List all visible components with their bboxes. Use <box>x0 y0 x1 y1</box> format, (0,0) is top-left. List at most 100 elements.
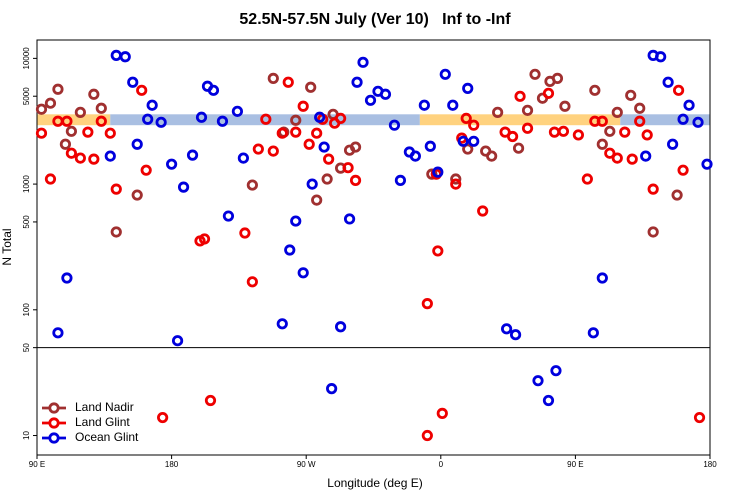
point <box>252 143 264 155</box>
point <box>596 138 608 150</box>
legend-label: Land Nadir <box>75 400 134 414</box>
point <box>140 164 152 176</box>
point <box>672 84 685 96</box>
point <box>177 181 190 193</box>
point <box>388 119 401 131</box>
point <box>290 114 302 126</box>
point <box>671 189 683 201</box>
point <box>421 298 433 310</box>
x-tick-label: 180 <box>703 460 717 469</box>
point <box>318 141 330 153</box>
point <box>267 72 279 84</box>
legend-label: Land Glint <box>75 415 130 429</box>
point <box>436 407 448 419</box>
point <box>701 158 713 170</box>
point <box>216 115 229 127</box>
point <box>207 84 220 96</box>
y-tick-label: 50 <box>22 343 31 352</box>
point <box>61 115 73 127</box>
point <box>35 103 48 115</box>
point <box>604 125 616 137</box>
point <box>432 245 444 257</box>
point <box>198 233 211 245</box>
point <box>110 49 122 61</box>
point <box>110 183 122 195</box>
point <box>284 244 296 256</box>
point <box>529 68 541 80</box>
point <box>334 112 347 125</box>
point <box>692 116 704 128</box>
point <box>542 394 555 407</box>
point <box>662 76 674 88</box>
point <box>303 138 315 150</box>
band-segment <box>37 114 111 126</box>
point <box>61 272 73 284</box>
y-tick-label: 5000 <box>22 87 31 105</box>
point <box>677 113 689 125</box>
point <box>647 226 659 238</box>
point <box>450 178 462 190</box>
point <box>297 267 309 279</box>
y-tick-label: 10000 <box>22 47 31 70</box>
point <box>351 76 363 88</box>
point <box>551 72 564 84</box>
point <box>297 100 309 112</box>
point <box>457 135 469 147</box>
point <box>512 142 525 154</box>
point <box>95 102 107 114</box>
point <box>88 153 100 165</box>
legend-marker <box>48 402 60 414</box>
point <box>572 129 584 141</box>
point <box>119 51 131 63</box>
point <box>611 106 623 118</box>
point <box>314 111 326 123</box>
point <box>131 189 143 201</box>
point <box>634 102 646 114</box>
point <box>74 152 86 164</box>
point <box>468 119 480 131</box>
point <box>127 76 139 88</box>
point <box>462 82 474 94</box>
point <box>655 51 667 63</box>
point <box>326 383 338 395</box>
point <box>625 89 637 101</box>
point <box>44 173 57 185</box>
point <box>462 143 474 155</box>
point <box>267 145 279 157</box>
point <box>596 272 608 284</box>
x-tick-label: 90 E <box>29 460 45 469</box>
point <box>447 99 459 111</box>
point <box>142 113 154 125</box>
point <box>641 129 653 141</box>
point <box>349 174 362 186</box>
point <box>74 106 86 118</box>
point <box>468 135 480 147</box>
point <box>82 126 94 138</box>
point <box>501 323 513 335</box>
point <box>432 166 444 178</box>
plot-frame <box>36 39 711 456</box>
point <box>640 150 652 162</box>
point <box>186 149 199 161</box>
point <box>509 329 522 341</box>
point <box>290 215 302 227</box>
point <box>647 183 659 195</box>
legend-marker <box>48 432 60 444</box>
chart-title: 52.5N-57.5N July (Ver 10) Inf to -Inf <box>239 11 511 28</box>
series <box>35 68 683 238</box>
point <box>557 125 570 137</box>
x-tick-label: 0 <box>439 460 444 469</box>
point <box>532 375 544 387</box>
band-segment <box>620 114 710 126</box>
x-tick-label: 90 W <box>297 460 316 469</box>
point <box>222 210 235 222</box>
band-segment <box>110 114 420 126</box>
y-axis-label: N Total <box>0 228 14 265</box>
legend-label: Ocean Glint <box>75 430 139 444</box>
point <box>334 321 347 333</box>
point <box>239 227 251 239</box>
band-segment <box>419 114 621 126</box>
y-tick-label: 100 <box>22 303 31 317</box>
point <box>521 122 534 134</box>
point <box>514 90 526 102</box>
